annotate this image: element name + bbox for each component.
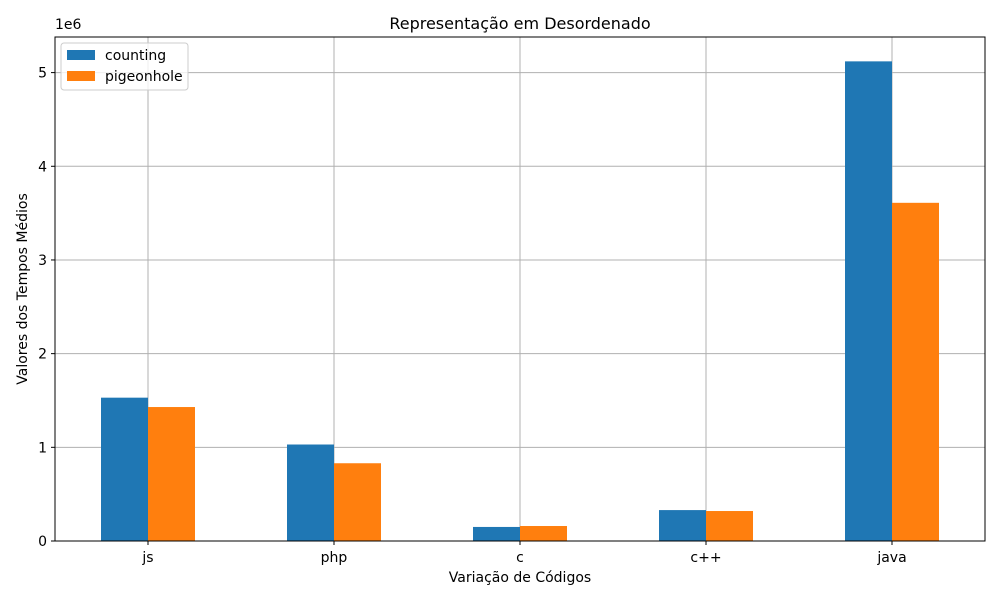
bars-layer (101, 61, 939, 542)
y-axis-label: Valores dos Tempos Médios (15, 193, 31, 384)
bar-counting-c (473, 526, 520, 541)
bar-pigeonhole-php (334, 463, 381, 541)
bar-pigeonhole-js (148, 407, 195, 541)
legend: counting pigeonhole (60, 42, 189, 91)
legend-label-counting: counting (105, 48, 166, 64)
y-tick-label: 0 (38, 534, 47, 550)
bar-counting-c++ (659, 510, 706, 541)
x-tick-label: php (321, 550, 348, 566)
y-tick-label: 3 (38, 253, 47, 269)
ticks-layer: 0 1 2 3 4 5 js php c c++ java (38, 66, 907, 566)
x-tick-label: c++ (690, 550, 721, 566)
y-tick-label: 4 (38, 159, 47, 175)
x-tick-label: js (141, 550, 153, 566)
y-offset-label: 1e6 (55, 17, 82, 33)
bar-pigeonhole-c++ (706, 511, 753, 541)
bar-counting-java (845, 61, 892, 542)
y-tick-label: 2 (38, 347, 47, 363)
x-tick-label: java (876, 550, 906, 566)
legend-swatch-pigeonhole (67, 71, 95, 81)
y-tick-label: 1 (38, 440, 47, 456)
x-axis-label: Variação de Códigos (449, 570, 591, 586)
legend-swatch-counting (67, 50, 95, 60)
bar-pigeonhole-c (520, 526, 567, 541)
bar-counting-js (101, 397, 148, 541)
x-tick-label: c (516, 550, 524, 566)
y-tick-label: 5 (38, 66, 47, 82)
bar-pigeonhole-java (892, 202, 939, 541)
legend-label-pigeonhole: pigeonhole (105, 69, 183, 85)
bar-counting-php (287, 444, 334, 541)
chart-title: Representação em Desordenado (389, 14, 650, 33)
